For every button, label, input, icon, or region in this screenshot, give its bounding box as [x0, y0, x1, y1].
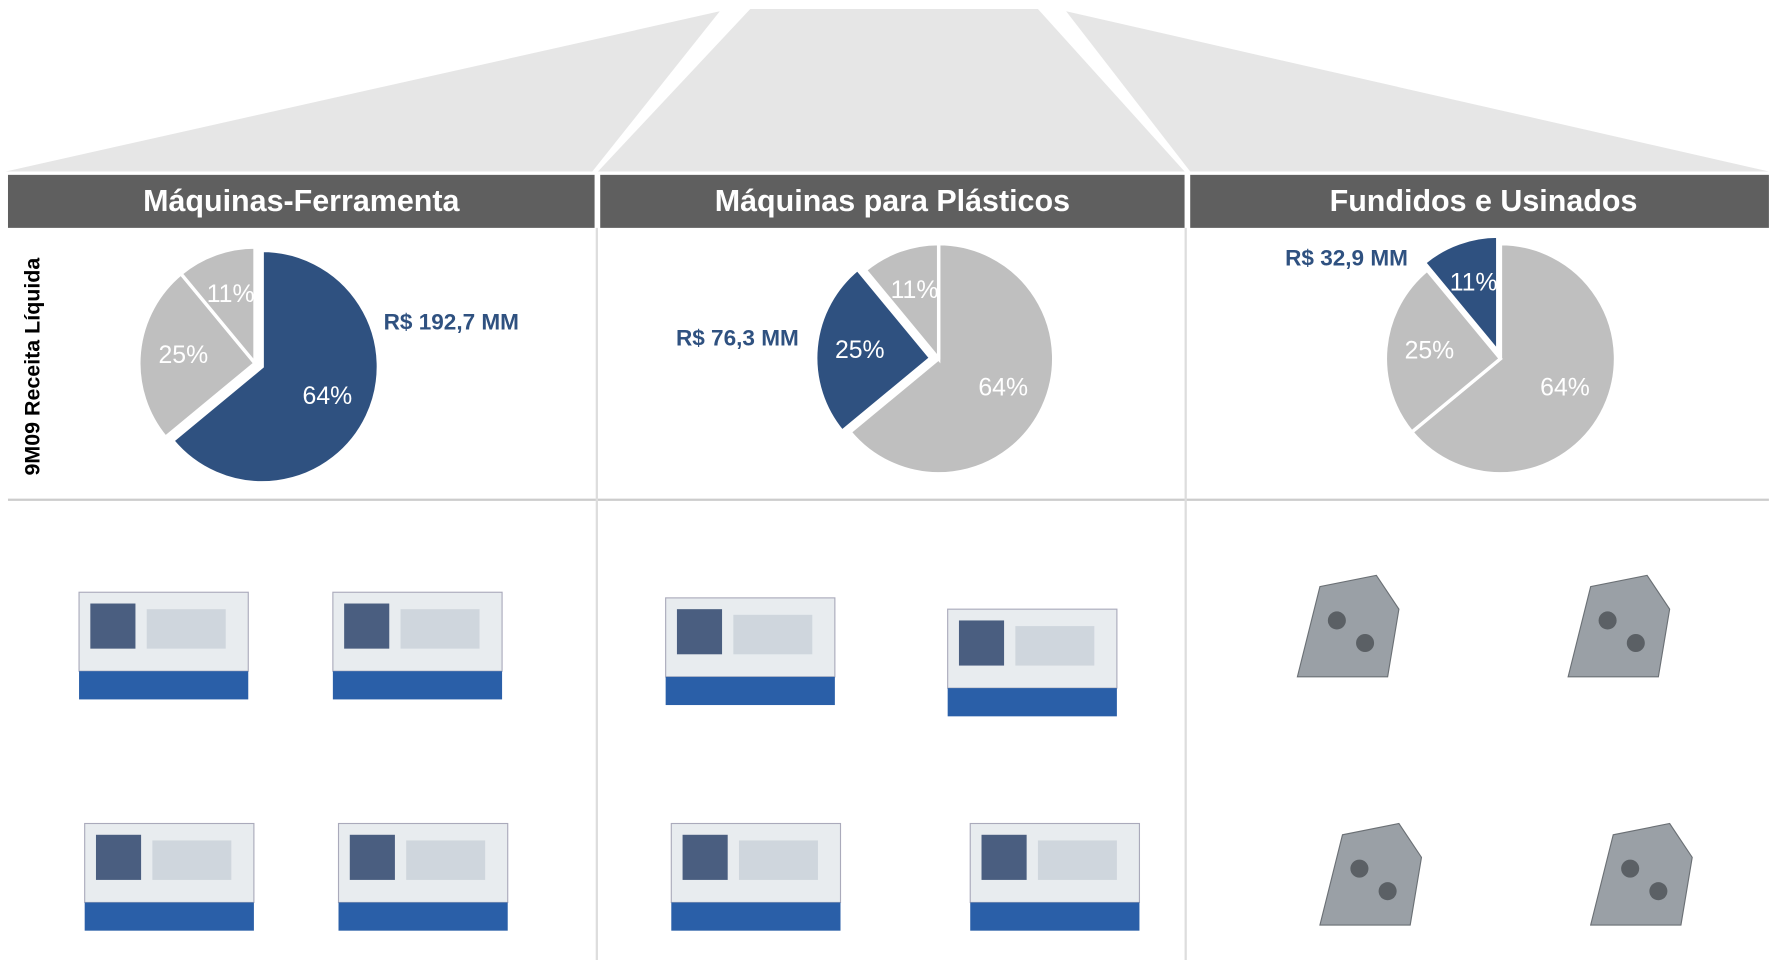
pie-slice	[847, 241, 1056, 476]
photos	[78, 574, 1693, 932]
pie-slice	[862, 241, 941, 364]
header-bar	[1190, 174, 1769, 228]
photo	[1296, 574, 1400, 678]
photo	[84, 822, 255, 932]
pie-slice	[1409, 241, 1618, 476]
side-label: 9M09 Receita Líquida	[21, 257, 45, 476]
panel-title: Fundidos e Usinados	[1330, 184, 1638, 218]
slice-label: 25%	[158, 342, 208, 369]
slice-label: 11%	[207, 281, 255, 308]
panel-title: Máquinas para Plásticos	[715, 184, 1070, 218]
annotation: R$ 192,7 MM	[384, 310, 519, 335]
photo	[969, 822, 1141, 932]
photo	[1567, 574, 1671, 678]
slice-label: 11%	[891, 277, 939, 304]
header-bar	[600, 174, 1185, 228]
photo	[670, 822, 842, 932]
annotation: R$ 32,9 MM	[1285, 245, 1408, 270]
photo	[947, 608, 1118, 717]
photo	[1319, 822, 1423, 926]
pie-slice	[1422, 234, 1500, 357]
roof-middle	[597, 9, 1185, 172]
annotation: R$ 76,3 MM	[676, 326, 799, 351]
panel-title: Máquinas-Ferramenta	[143, 184, 460, 218]
pie-slice	[170, 248, 381, 485]
pie-slice	[178, 245, 257, 368]
header-bar	[7, 174, 595, 228]
photo	[78, 591, 249, 700]
slice-label: 64%	[303, 383, 353, 410]
pie-slice	[814, 266, 934, 434]
pie-slice	[137, 271, 258, 440]
roof-left	[5, 11, 720, 172]
photo	[332, 591, 503, 700]
slice-label: 25%	[1405, 338, 1455, 365]
roof-right	[1066, 11, 1769, 172]
pie-slice	[1383, 267, 1503, 435]
photo	[1590, 822, 1693, 926]
photo	[337, 822, 509, 932]
slice-label: 64%	[1540, 375, 1590, 402]
photo	[665, 597, 836, 706]
slice-label: 64%	[978, 375, 1028, 402]
slice-label: 25%	[835, 337, 885, 364]
slice-label: 11%	[1450, 270, 1498, 297]
